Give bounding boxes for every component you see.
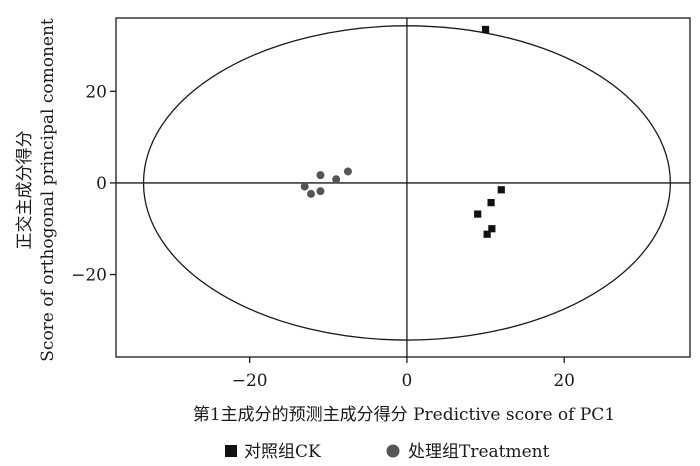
legend-label-ck: 对照组CK	[244, 442, 321, 462]
plot-area	[116, 18, 690, 357]
data-point-treatment	[316, 187, 325, 196]
legend: 对照组CK 处理组Treatment	[225, 442, 550, 462]
y-axis-label-cn: 正交主成分得分	[15, 131, 35, 250]
plot-frame	[115, 17, 691, 358]
data-point-ck	[483, 230, 491, 238]
x-tick-label: −20	[232, 371, 268, 391]
data-point-treatment	[343, 167, 352, 176]
confidence-ellipse	[142, 25, 671, 341]
data-point-ck	[488, 225, 496, 233]
data-point-ck	[474, 210, 482, 218]
legend-marker-treatment	[386, 444, 400, 458]
data-point-treatment	[316, 171, 325, 180]
x-axis-label: 第1主成分的预测主成分得分 Predictive score of PC1	[193, 405, 615, 425]
x-tick-label: 0	[402, 371, 413, 391]
axis-ticks: −20 0 20 −20 0 20	[71, 82, 575, 391]
legend-label-treatment: 处理组Treatment	[408, 442, 550, 462]
data-point-treatment	[307, 189, 316, 198]
data-point-ck	[497, 186, 505, 194]
y-axis-label-en: Score of orthogonal principal comonent	[38, 18, 58, 362]
legend-marker-ck	[225, 445, 237, 457]
y-tick-label: −20	[71, 266, 107, 286]
data-point-treatment	[332, 175, 341, 184]
data-point-ck	[487, 199, 495, 207]
data-point-treatment	[300, 182, 309, 191]
x-tick-label: 20	[553, 371, 575, 391]
y-tick-label: 0	[96, 174, 107, 194]
y-tick-label: 20	[85, 82, 107, 102]
data-point-ck	[481, 25, 490, 34]
